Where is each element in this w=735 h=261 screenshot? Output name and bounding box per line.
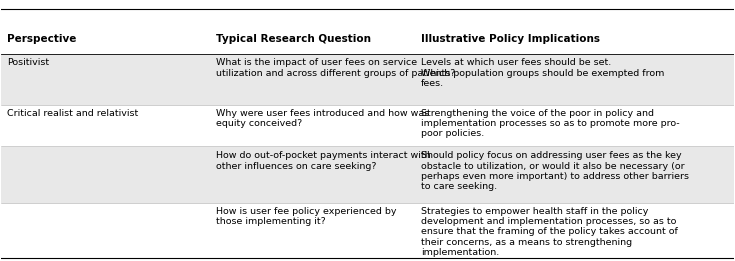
FancyBboxPatch shape — [1, 147, 734, 203]
Text: Perspective: Perspective — [7, 34, 76, 44]
Text: What is the impact of user fees on service
utilization and across different grou: What is the impact of user fees on servi… — [216, 58, 455, 78]
FancyBboxPatch shape — [1, 54, 734, 105]
Text: Illustrative Policy Implications: Illustrative Policy Implications — [421, 34, 600, 44]
FancyBboxPatch shape — [1, 105, 734, 146]
Text: Levels at which user fees should be set.
Which population groups should be exemp: Levels at which user fees should be set.… — [421, 58, 664, 88]
Text: Strengthening the voice of the poor in policy and
implementation processes so as: Strengthening the voice of the poor in p… — [421, 109, 680, 138]
Text: Critical realist and relativist: Critical realist and relativist — [7, 109, 138, 117]
Text: Positivist: Positivist — [7, 58, 49, 67]
Text: Why were user fees introduced and how was
equity conceived?: Why were user fees introduced and how wa… — [216, 109, 429, 128]
Text: How do out-of-pocket payments interact with
other influences on care seeking?: How do out-of-pocket payments interact w… — [216, 151, 431, 170]
Text: How is user fee policy experienced by
those implementing it?: How is user fee policy experienced by th… — [216, 207, 396, 226]
Text: Strategies to empower health staff in the policy
development and implementation : Strategies to empower health staff in th… — [421, 207, 678, 257]
Text: Should policy focus on addressing user fees as the key
obstacle to utilization, : Should policy focus on addressing user f… — [421, 151, 689, 191]
Text: Typical Research Question: Typical Research Question — [216, 34, 371, 44]
FancyBboxPatch shape — [1, 203, 734, 258]
